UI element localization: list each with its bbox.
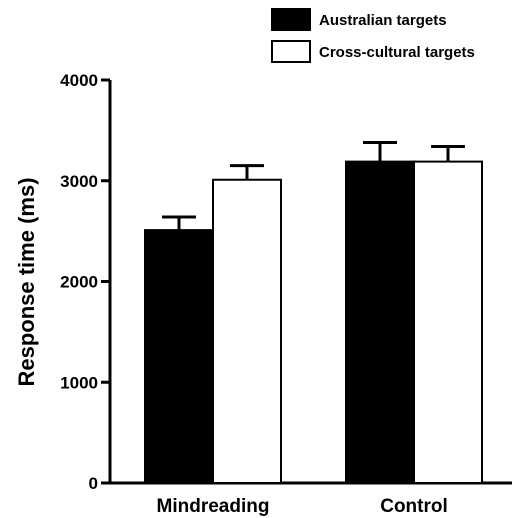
bar — [413, 160, 483, 484]
y-tick-label: 2000 — [60, 273, 98, 292]
y-tick-label: 3000 — [60, 172, 98, 191]
y-tick-label: 1000 — [60, 373, 98, 392]
y-axis-label: Response time (ms) — [14, 177, 39, 386]
x-axis: Mindreading Control — [109, 481, 512, 517]
y-axis: 0 1000 2000 3000 4000 — [60, 71, 112, 493]
y-tick-label: 4000 — [60, 71, 98, 90]
x-category-label: Control — [380, 496, 448, 517]
legend-swatch — [271, 8, 311, 31]
bar — [144, 229, 214, 484]
bars — [144, 140, 483, 484]
bar — [212, 178, 282, 484]
legend-label: Cross-cultural targets — [319, 44, 475, 61]
legend-label: Australian targets — [319, 12, 447, 29]
legend-swatch — [271, 40, 311, 63]
bar — [345, 160, 415, 484]
y-tick-label: 0 — [89, 474, 98, 493]
legend: Australian targets Cross-cultural targets — [271, 8, 475, 63]
x-category-label: Mindreading — [157, 496, 270, 517]
